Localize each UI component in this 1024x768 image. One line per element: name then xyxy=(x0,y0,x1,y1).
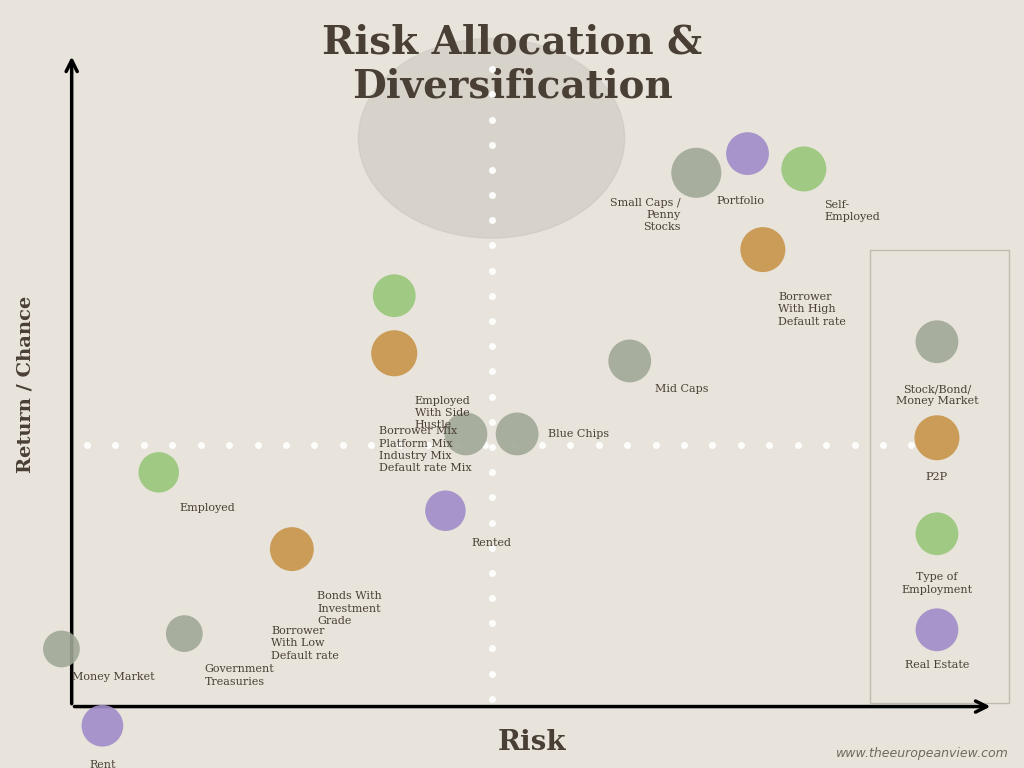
Text: Borrower
With High
Default rate: Borrower With High Default rate xyxy=(778,292,846,326)
Text: Employed
With Side
Hustle: Employed With Side Hustle xyxy=(415,396,470,430)
Text: Real Estate: Real Estate xyxy=(905,660,969,670)
Text: Rented: Rented xyxy=(471,538,511,548)
Text: Small Caps /
Penny
Stocks: Small Caps / Penny Stocks xyxy=(610,197,681,233)
Point xyxy=(739,147,756,160)
Point xyxy=(176,627,193,640)
Text: Borrower
With Low
Default rate: Borrower With Low Default rate xyxy=(271,626,339,660)
Point xyxy=(437,505,454,517)
Point xyxy=(284,543,300,555)
Point xyxy=(386,347,402,359)
Text: Risk Allocation &
Diversification: Risk Allocation & Diversification xyxy=(322,23,702,105)
Point xyxy=(53,643,70,655)
Point xyxy=(509,428,525,440)
Text: Rent: Rent xyxy=(89,760,116,768)
Point xyxy=(458,428,474,440)
Point xyxy=(929,624,945,636)
Text: Self-
Employed: Self- Employed xyxy=(824,200,880,222)
Point xyxy=(755,243,771,256)
Text: Blue Chips: Blue Chips xyxy=(548,429,609,439)
Text: Bonds With
Investment
Grade: Bonds With Investment Grade xyxy=(317,591,382,626)
Text: www.theeuropeanview.com: www.theeuropeanview.com xyxy=(836,747,1009,760)
Text: Return / Chance: Return / Chance xyxy=(16,296,35,472)
Point xyxy=(94,720,111,732)
Point xyxy=(796,163,812,175)
Text: Type of
Employment: Type of Employment xyxy=(901,572,973,594)
Text: Government
Treasuries: Government Treasuries xyxy=(205,664,274,687)
Text: Portfolio: Portfolio xyxy=(717,196,765,206)
Text: Mid Caps: Mid Caps xyxy=(655,384,709,394)
Text: Borrower Mix
Platform Mix
Industry Mix
Default rate Mix: Borrower Mix Platform Mix Industry Mix D… xyxy=(379,426,471,473)
Point xyxy=(622,355,638,367)
Point xyxy=(688,167,705,179)
Point xyxy=(929,528,945,540)
Text: Money Market: Money Market xyxy=(72,672,155,682)
Point xyxy=(929,336,945,348)
Text: P2P: P2P xyxy=(926,472,948,482)
Point xyxy=(929,432,945,444)
Text: Stock/Bond/
Money Market: Stock/Bond/ Money Market xyxy=(896,384,978,406)
FancyBboxPatch shape xyxy=(870,250,1009,703)
Text: Employed: Employed xyxy=(179,503,234,513)
Text: Risk: Risk xyxy=(499,730,566,756)
Point xyxy=(151,466,167,478)
Circle shape xyxy=(358,38,625,238)
Point xyxy=(386,290,402,302)
